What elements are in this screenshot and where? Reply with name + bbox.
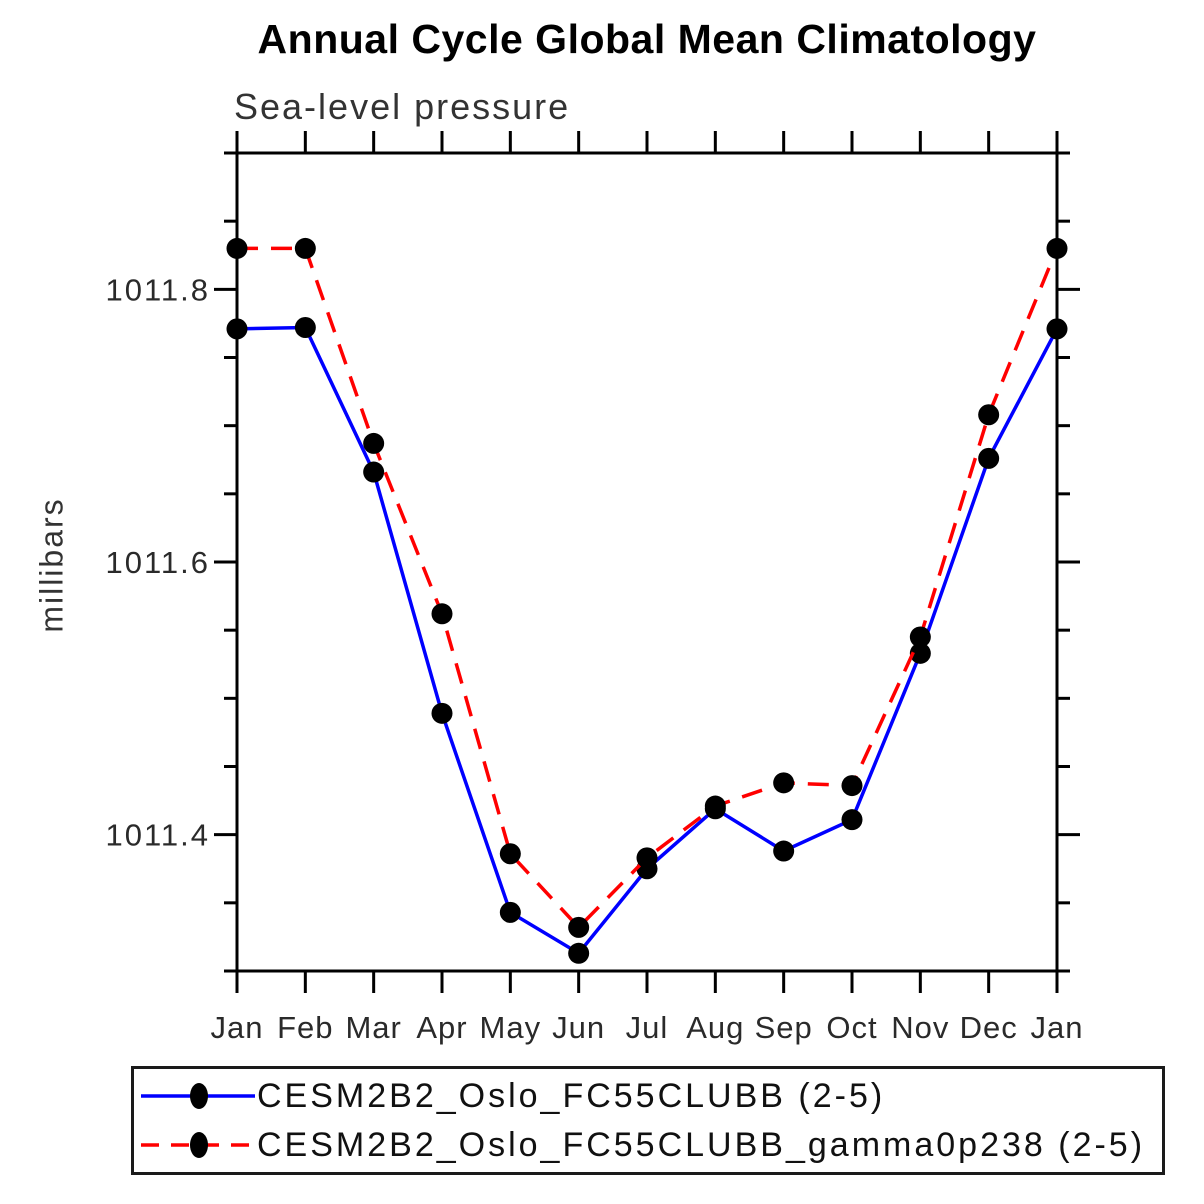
legend-label-series1: CESM2B2_Oslo_FC55CLUBB (2-5) (257, 1076, 886, 1115)
legend-item-series2: CESM2B2_Oslo_FC55CLUBB_gamma0p238 (2-5) (139, 1122, 1162, 1168)
x-tick-label: Apr (416, 1010, 467, 1045)
legend: CESM2B2_Oslo_FC55CLUBB (2-5) CESM2B2_Osl… (131, 1066, 1165, 1175)
data-point-marker-series1 (294, 317, 316, 339)
data-point-marker-series1 (841, 809, 863, 831)
data-point-marker-series1 (568, 942, 590, 964)
x-tick-label: Mar (345, 1010, 401, 1045)
legend-key-dashed-line-icon (141, 1132, 255, 1159)
data-point-marker-series2 (704, 795, 726, 817)
legend-key-solid-line-icon (141, 1082, 255, 1109)
y-tick-label: 1011.6 (105, 545, 210, 580)
x-tick-label: Jan (1031, 1010, 1084, 1045)
x-tick-label: Jan (211, 1010, 264, 1045)
data-point-marker-series2 (773, 772, 795, 794)
legend-marker-icon (190, 1082, 208, 1109)
legend-item-series1: CESM2B2_Oslo_FC55CLUBB (2-5) (139, 1073, 1162, 1119)
data-point-marker-series2 (226, 237, 248, 259)
data-point-marker-series1 (978, 447, 1000, 469)
data-point-marker-series2 (636, 847, 658, 869)
data-point-marker-series1 (226, 318, 248, 340)
data-point-marker-series2 (841, 775, 863, 797)
data-point-marker-series1 (909, 642, 931, 664)
data-point-marker-series2 (294, 237, 316, 259)
x-tick-label: Jul (626, 1010, 669, 1045)
x-tick-label: Feb (277, 1010, 333, 1045)
data-point-marker-series2 (909, 626, 931, 648)
x-tick-label: Aug (686, 1010, 744, 1045)
data-point-marker-series2 (363, 432, 385, 454)
data-point-marker-series1 (499, 901, 521, 923)
data-point-marker-series2 (431, 603, 453, 625)
x-tick-label: Oct (826, 1010, 877, 1045)
legend-label-series2: CESM2B2_Oslo_FC55CLUBB_gamma0p238 (2-5) (257, 1126, 1146, 1165)
y-tick-label: 1011.4 (105, 818, 210, 853)
data-point-marker-series1 (363, 461, 385, 483)
x-tick-label: Nov (891, 1010, 949, 1045)
data-point-marker-series1 (773, 840, 795, 862)
data-point-marker-series2 (499, 843, 521, 865)
data-point-marker-series2 (568, 916, 590, 938)
x-tick-label: May (480, 1010, 542, 1045)
x-tick-label: Jun (552, 1010, 605, 1045)
legend-marker-icon (190, 1132, 208, 1159)
data-point-marker-series1 (1046, 318, 1068, 340)
x-tick-label: Dec (960, 1010, 1018, 1045)
data-point-marker-series1 (431, 702, 453, 724)
data-point-marker-series2 (978, 404, 1000, 426)
data-point-marker-series2 (1046, 237, 1068, 259)
chart-subtitle: Sea-level pressure (234, 86, 571, 127)
chart-title: Annual Cycle Global Mean Climatology (257, 16, 1037, 62)
y-tick-label: 1011.8 (105, 272, 210, 307)
x-tick-label: Sep (755, 1010, 813, 1045)
series-line-2 (237, 246, 1059, 930)
